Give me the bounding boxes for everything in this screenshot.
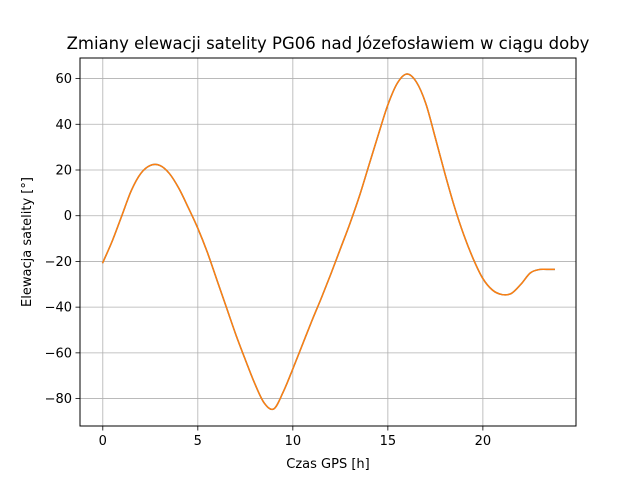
x-tick-label: 0 <box>99 434 107 449</box>
grid <box>80 58 576 426</box>
y-tick-label: 40 <box>55 118 72 133</box>
x-tick-label: 20 <box>475 434 492 449</box>
plot-frame <box>79 57 577 427</box>
y-tick-label: −60 <box>45 346 72 361</box>
y-tick-label: −20 <box>45 255 72 270</box>
x-axis-title: Czas GPS [h] <box>286 457 369 472</box>
ticks: 0 5 10 15 20 −80 −60 −40 −20 0 20 40 60 <box>45 72 492 449</box>
y-tick-label: 20 <box>55 164 72 179</box>
x-tick-label: 5 <box>194 434 202 449</box>
y-tick-label: −80 <box>45 392 72 407</box>
y-tick-label: 0 <box>64 209 72 224</box>
y-axis-title: Elewacja satelity [°] <box>20 177 35 307</box>
y-tick-label: 60 <box>55 72 72 87</box>
series-line-2 <box>101 73 555 411</box>
series-layer <box>101 73 555 411</box>
y-tick-label: −40 <box>45 301 72 316</box>
x-tick-label: 15 <box>380 434 397 449</box>
chart-title: Zmiany elewacji satelity PG06 nad Józefo… <box>67 34 590 53</box>
x-tick-label: 10 <box>285 434 302 449</box>
